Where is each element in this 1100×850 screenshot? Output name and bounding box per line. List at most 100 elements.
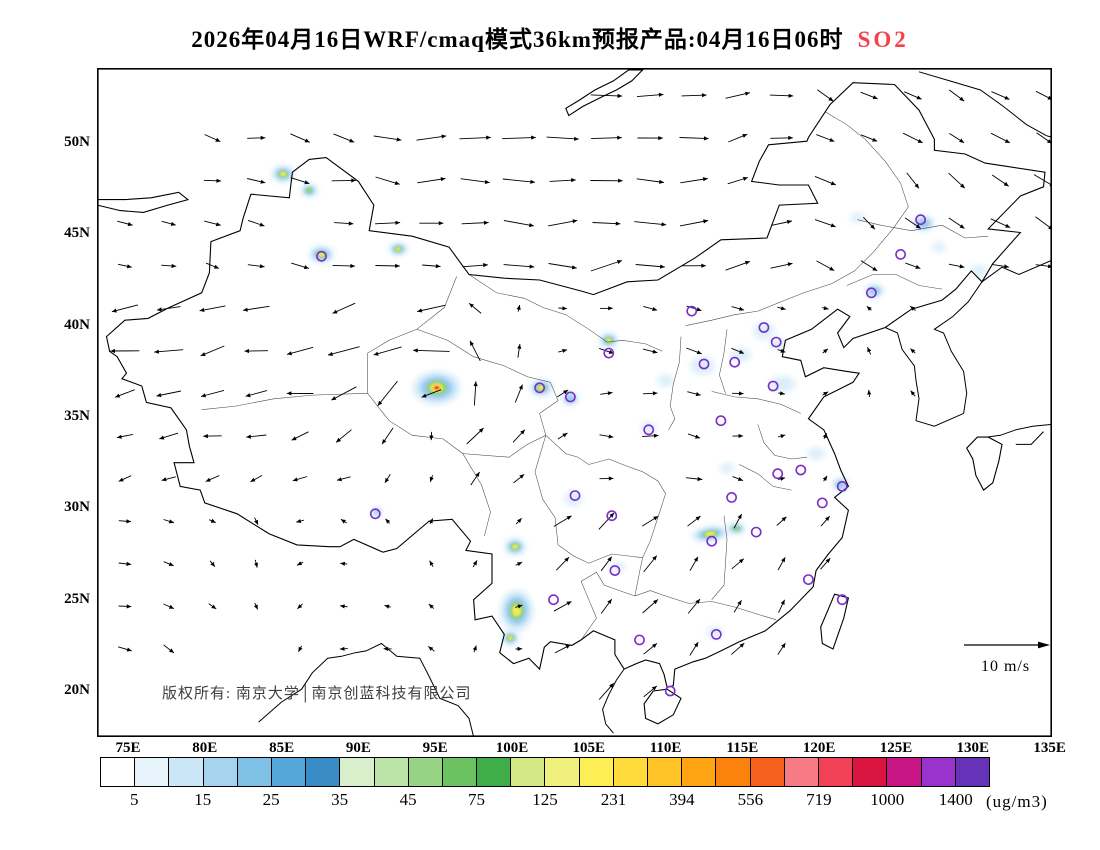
province-boundary-line [668,336,682,430]
colorbar-tick: 75 [468,790,486,809]
so2-hotspot [309,246,334,263]
so2-hotspot [505,538,526,555]
city-marker [795,464,807,476]
city-marker [706,535,718,547]
colorbar-cell [886,758,921,786]
lat-tick-label: 20N [64,682,90,699]
lat-tick-label: 25N [64,590,90,607]
lon-tick-label: 80E [192,740,218,756]
province-boundary-line [757,424,807,460]
so2-hotspot [301,184,318,197]
province-boundary-line [739,464,792,491]
province-boundary-line [367,276,457,394]
colorbar-cell [715,758,750,786]
colorbar-cell [749,758,784,786]
province-boundary-line [857,219,989,239]
province-boundary-line [846,274,943,290]
lon-tick-label: 105E [572,740,606,756]
so2-hotspot [932,242,947,253]
coastline-border [643,688,682,725]
coastline-border [97,191,190,213]
coastline [918,71,1052,138]
colorbar-tick: 5 [129,790,139,809]
colorbar-tick: 35 [331,790,349,809]
so2-hotspot [500,590,533,631]
colorbar-tick: 231 [600,790,627,809]
so2-hotspot [389,242,408,255]
coastline-border [820,593,850,650]
coastline-border [966,436,1003,491]
so2-hotspot [562,392,579,405]
city-marker [316,250,327,262]
city-marker [715,415,727,427]
so2-hotspot [720,463,735,474]
city-marker [634,634,645,646]
city-marker [758,322,770,333]
city-marker [836,480,848,492]
colorbar-tick: 25 [262,790,280,809]
city-marker [569,490,581,501]
coastline [981,259,1052,283]
colorbar-cell [407,758,442,786]
coastline-border [105,82,1046,689]
lon-tick-label: 100E [495,740,529,756]
city-marker [565,391,576,403]
colorbar-tick: 15 [194,790,212,809]
city-marker [866,287,877,299]
colorbar-tick-labels: 5 15 25 35 45 75 125 231 394 556 719 1000 1400 [100,787,990,811]
province-boundary-line [711,391,801,414]
city-marker [369,508,381,520]
city-marker [603,347,615,359]
lon-tick-label: 120E [802,740,836,756]
city-marker [606,510,618,522]
lat-tick-label: 40N [64,316,90,333]
coastline [884,281,983,427]
so2-hotspot [769,376,796,393]
so2-hotspot [970,264,987,277]
lat-tick-label: 45N [64,225,90,242]
wind-scale: 10 m/s [958,638,1053,676]
so2-hotspot [657,374,674,387]
province-boundary-line [580,571,666,641]
colorbar-cell [476,758,511,786]
city-marker [803,574,814,585]
city-marker [726,491,737,503]
species-label: SO2 [857,27,909,52]
coastline [258,642,475,737]
lon-tick-label: 130E [956,740,990,756]
colorbar-tick: 556 [737,790,764,809]
so2-hotspot [727,523,746,534]
colorbar-tick: 719 [806,790,832,809]
so2-hotspot [769,337,786,350]
colorbar-cell [510,758,545,786]
lon-tick-label: 110E [649,740,682,756]
colorbar-cell [236,758,271,786]
colorbar-cell [954,758,989,786]
colorbar-cell [305,758,340,786]
lon-tick-label: 135E [1033,740,1066,756]
city-marker [750,526,762,538]
colorbar-unit: (ug/m3) [986,792,1048,811]
colorbar-cell [270,758,306,786]
so2-hotspot [730,347,751,362]
city-marker [816,497,828,509]
colorbar-cell [339,758,374,786]
lon-tick-label: 85E [269,740,295,756]
so2-hotspot [807,447,826,460]
colorbar-cell [852,758,887,786]
so2-hotspot [599,333,618,348]
colorbar-tick: 125 [532,790,558,809]
colorbar-tick: 1000 [870,790,905,809]
colorbar-cell [202,758,237,786]
city-marker [710,629,722,640]
so2-hotspot [692,526,728,542]
colorbar-cell [168,758,203,786]
map-frame [97,68,1052,737]
coastline-border [565,69,644,117]
province-boundary-line [201,393,368,410]
city-marker [836,594,848,606]
lon-tick-label: 115E [726,740,759,756]
province-boundary-line [534,435,666,564]
city-marker [698,358,710,370]
lon-tick-label: 95E [422,740,448,756]
